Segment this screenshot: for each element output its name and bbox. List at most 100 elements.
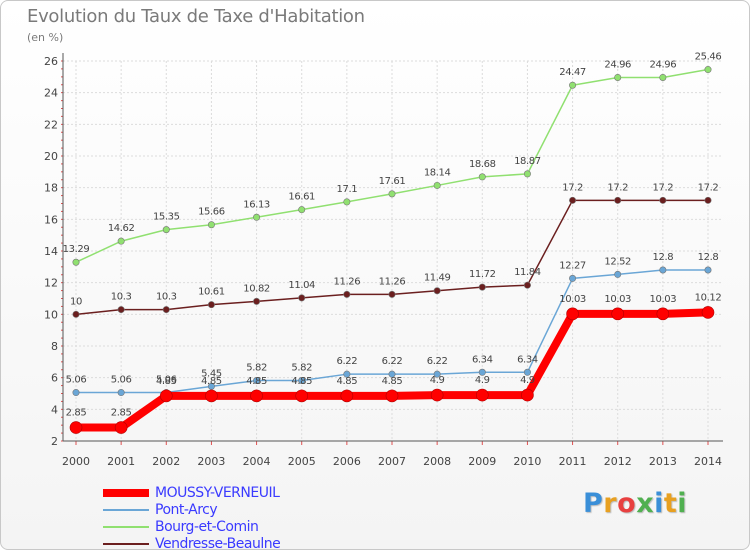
data-label-bourg-et-comin: 24.47 [559,67,586,78]
data-label-bourg-et-comin: 18.14 [424,167,451,178]
data-label-vendresse-beaulne: 11.49 [424,273,451,284]
data-label-bourg-et-comin: 17.61 [379,176,406,187]
data-label-vendresse-beaulne: 17.2 [562,182,583,193]
data-label-vendresse-beaulne: 11.84 [514,267,541,278]
data-label-vendresse-beaulne: 17.2 [653,182,674,193]
x-tick-label: 2006 [333,455,361,468]
data-point-bourg-et-comin [343,198,351,206]
data-point-vendresse-beaulne [659,196,667,204]
data-point-vendresse-beaulne [72,310,80,318]
data-point-bourg-et-comin [478,173,486,181]
x-tick-label: 2013 [649,455,677,468]
data-label-vendresse-beaulne: 17.2 [607,182,628,193]
data-label-bourg-et-comin: 15.35 [153,212,180,223]
data-label-moussy-verneuil: 4.85 [156,376,177,387]
data-label-moussy-verneuil: 4.85 [382,376,403,387]
data-label-moussy-verneuil: 4.85 [291,376,312,387]
data-label-moussy-verneuil: 4.85 [337,376,358,387]
data-point-vendresse-beaulne [298,294,306,302]
data-point-moussy-verneuil [430,388,444,402]
data-point-vendresse-beaulne [478,283,486,291]
data-point-pont-arcy [659,266,667,274]
data-label-bourg-et-comin: 13.29 [63,244,90,255]
data-label-pont-arcy: 5.82 [246,363,267,374]
data-point-vendresse-beaulne [614,196,622,204]
data-label-vendresse-beaulne: 10.61 [198,287,225,298]
data-label-bourg-et-comin: 24.96 [604,59,631,70]
data-label-bourg-et-comin: 16.61 [288,192,315,203]
data-label-bourg-et-comin: 25.46 [695,52,722,63]
data-point-pont-arcy [388,370,396,378]
data-point-pont-arcy [298,377,306,385]
y-tick-label: 20 [44,150,58,163]
data-point-bourg-et-comin [659,73,667,81]
data-point-vendresse-beaulne [117,306,125,314]
data-point-pont-arcy [117,389,125,397]
data-point-moussy-verneuil [566,307,579,321]
data-label-vendresse-beaulne: 11.26 [334,276,361,287]
data-point-bourg-et-comin [704,66,712,74]
data-point-moussy-verneuil [656,307,670,321]
data-point-vendresse-beaulne [207,301,215,309]
data-label-bourg-et-comin: 24.96 [650,59,677,70]
data-point-pont-arcy [207,382,215,390]
data-label-pont-arcy: 6.22 [337,356,358,367]
data-point-pont-arcy [704,266,712,274]
data-label-vendresse-beaulne: 11.72 [469,269,496,280]
data-point-moussy-verneuil [159,389,173,403]
legend-label-bourg-et-comin: Bourg-et-Comin [155,519,259,535]
y-tick-label: 18 [44,182,58,195]
data-label-pont-arcy: 12.27 [559,260,586,271]
data-point-pont-arcy [343,370,351,378]
data-label-moussy-verneuil: 4.85 [246,376,267,387]
data-point-pont-arcy [433,370,441,378]
data-point-moussy-verneuil [205,389,218,403]
data-point-bourg-et-comin [433,181,441,189]
data-point-moussy-verneuil [295,389,309,403]
x-tick-label: 2007 [378,455,406,468]
data-point-moussy-verneuil [521,388,534,402]
data-point-moussy-verneuil [114,421,128,434]
data-label-moussy-verneuil: 10.03 [604,294,631,305]
x-tick-label: 2010 [513,455,541,468]
x-tick-label: 2001 [107,455,135,468]
logo-letter: r [603,488,618,519]
data-point-pont-arcy [569,274,577,282]
data-point-moussy-verneuil [250,389,263,403]
data-label-pont-arcy: 6.34 [517,354,538,365]
data-label-pont-arcy: 6.22 [427,356,448,367]
y-tick-label: 24 [44,87,58,100]
logo-letter: P [583,488,604,519]
data-label-bourg-et-comin: 15.66 [198,207,225,218]
data-point-vendresse-beaulne [253,297,261,305]
data-point-bourg-et-comin [253,213,261,221]
data-label-pont-arcy: 5.82 [291,363,312,374]
data-label-pont-arcy: 5.06 [156,375,177,386]
data-label-moussy-verneuil: 10.03 [650,294,677,305]
data-label-pont-arcy: 12.8 [653,252,674,263]
data-point-pont-arcy [72,389,80,397]
x-tick-label: 2000 [62,455,90,468]
data-point-moussy-verneuil [475,388,489,402]
data-point-bourg-et-comin [614,73,622,81]
data-label-moussy-verneuil: 4.9 [520,375,535,386]
data-label-vendresse-beaulne: 10.3 [156,292,177,303]
legend-swatch-moussy-verneuil [103,489,149,497]
data-label-pont-arcy: 5.06 [66,375,87,386]
data-label-vendresse-beaulne: 11.04 [288,280,315,291]
data-label-vendresse-beaulne: 17.2 [698,182,719,193]
data-label-bourg-et-comin: 14.62 [108,223,135,234]
data-label-bourg-et-comin: 16.13 [243,199,270,210]
data-point-moussy-verneuil [701,306,715,319]
data-label-pont-arcy: 6.34 [472,354,493,365]
logo-letter: t [663,488,678,519]
data-label-vendresse-beaulne: 11.26 [379,276,406,287]
x-tick-label: 2009 [468,455,496,468]
x-tick-label: 2011 [559,455,587,468]
y-tick-label: 10 [44,308,58,321]
y-tick-label: 6 [51,372,58,385]
series-layer [69,66,715,434]
data-point-moussy-verneuil [69,421,83,434]
x-tick-label: 2004 [243,455,271,468]
